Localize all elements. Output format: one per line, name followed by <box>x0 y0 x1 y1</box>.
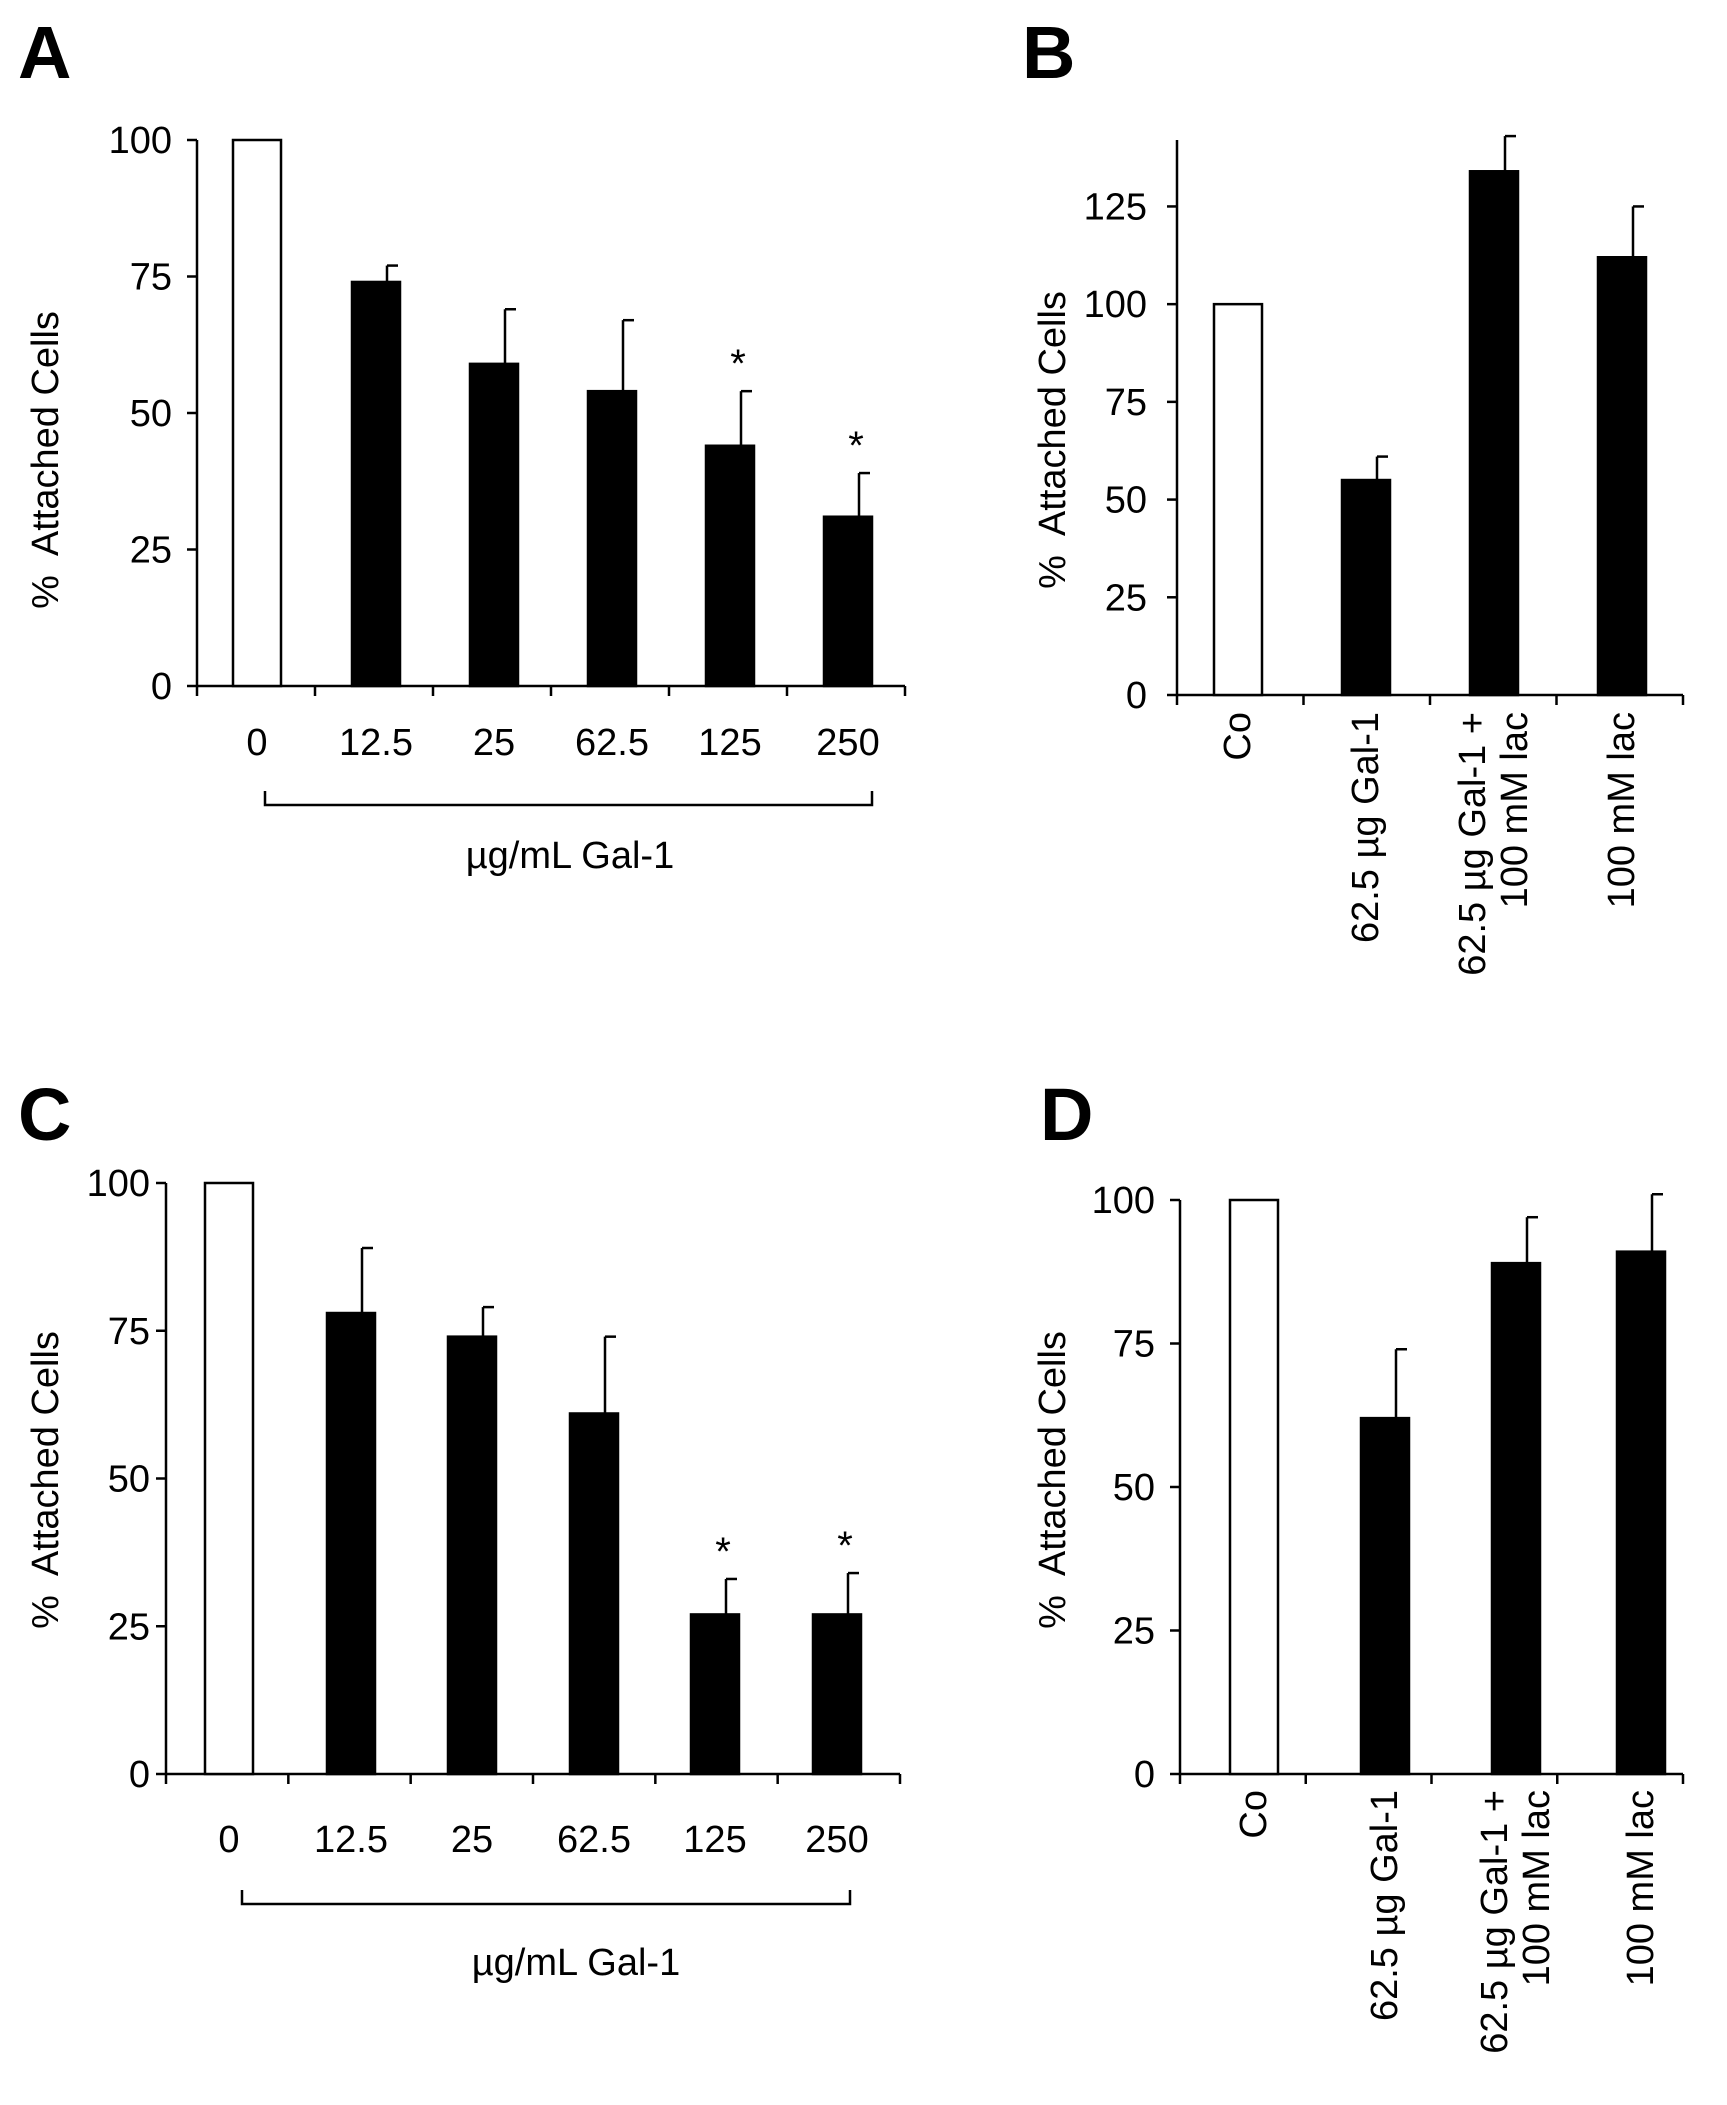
bar <box>1359 1416 1411 1776</box>
bar <box>446 1335 498 1776</box>
x-tick-label: 250 <box>805 1819 868 1861</box>
x-tick-label-line: Co <box>1233 1790 1275 1839</box>
significance-marker: * <box>837 1524 853 1568</box>
panel-letter: C <box>18 1073 71 1156</box>
bar <box>568 1412 620 1776</box>
y-tick-label: 50 <box>1105 480 1147 522</box>
bar <box>468 362 520 688</box>
bar <box>811 1613 863 1776</box>
bar <box>1228 1198 1280 1776</box>
x-tick-label: Co <box>1217 712 1259 761</box>
panel-letter: D <box>1040 1073 1093 1156</box>
panel-letter: B <box>1022 11 1075 94</box>
x-tick-label: 25 <box>451 1819 493 1861</box>
y-tick-label: 75 <box>108 1311 150 1353</box>
y-tick-label: 0 <box>1134 1754 1155 1796</box>
bar <box>822 515 874 688</box>
panel-a: A 0 25 50 75 100 * * 0 12.5 25 62.5 125 250 µg/mL Gal-… <box>18 11 907 877</box>
bar <box>1615 1250 1667 1776</box>
y-tick-label: 25 <box>1105 577 1147 619</box>
y-axis-title: % Attached Cells <box>1032 1331 1074 1629</box>
x-tick-label-line: 100 mM lac <box>1601 712 1643 908</box>
y-tick-label: 50 <box>1113 1467 1155 1509</box>
x-tick-label: 62.5 µg Gal-1 +100 mM lac <box>1474 1790 1558 2054</box>
x-tick-label: 62.5 <box>575 722 649 764</box>
y-tick-label: 125 <box>1084 186 1147 228</box>
x-tick-label: 62.5 µg Gal-1 <box>1364 1790 1406 2021</box>
x-tick-label: 12.5 <box>314 1819 388 1861</box>
category-bracket <box>263 791 874 807</box>
x-tick-label-line: 100 mM lac <box>1494 712 1536 908</box>
x-axis-title: µg/mL Gal-1 <box>466 835 674 877</box>
panel-d: D 0 25 50 75 100 Co 62.5 µg Gal-1 62.5 µg Gal-1 … <box>1032 1073 1685 2054</box>
y-tick-label: 50 <box>108 1459 150 1501</box>
y-axis-title: % Attached Cells <box>1032 291 1074 589</box>
x-tick-label: 25 <box>473 722 515 764</box>
bar <box>1212 302 1264 697</box>
bar <box>231 138 283 688</box>
y-axis-title: % Attached Cells <box>25 311 67 609</box>
y-tick-label: 50 <box>130 393 172 435</box>
x-tick-label-line: 62.5 µg Gal-1 <box>1345 712 1387 943</box>
x-tick-label-line: 62.5 µg Gal-1 + <box>1474 1790 1516 2054</box>
bar <box>586 389 638 688</box>
x-tick-label: Co <box>1233 1790 1275 1839</box>
significance-marker: * <box>730 342 746 386</box>
bar <box>1340 478 1392 697</box>
x-tick-label-line: 62.5 µg Gal-1 <box>1364 1790 1406 2021</box>
y-axis-title: % Attached Cells <box>25 1331 67 1629</box>
panel-letter: A <box>18 11 71 94</box>
y-tick-label: 0 <box>151 666 172 708</box>
y-tick-label: 100 <box>87 1163 150 1205</box>
y-tick-label: 0 <box>129 1754 150 1796</box>
bar <box>1468 170 1520 697</box>
y-tick-label: 100 <box>109 120 172 162</box>
x-tick-label: 100 mM lac <box>1601 712 1643 908</box>
x-tick-label-line: 100 mM lac <box>1516 1790 1558 1986</box>
panel-c: C 0 25 50 75 100 * * 0 12.5 25 62.5 125 250 µg/mL Gal-… <box>18 1073 902 1984</box>
y-tick-label: 0 <box>1126 675 1147 717</box>
x-tick-label: 62.5 µg Gal-1 +100 mM lac <box>1452 712 1536 976</box>
x-tick-label: 62.5 <box>557 1819 631 1861</box>
x-tick-label: 62.5 µg Gal-1 <box>1345 712 1387 943</box>
bar <box>704 444 756 688</box>
bar <box>689 1613 741 1776</box>
x-tick-label-line: 100 mM lac <box>1620 1790 1662 1986</box>
x-tick-label-line: 62.5 µg Gal-1 + <box>1452 712 1494 976</box>
y-tick-label: 25 <box>1113 1611 1155 1653</box>
x-tick-label: 250 <box>816 722 879 764</box>
x-tick-label: 100 mM lac <box>1620 1790 1662 1986</box>
x-tick-label: 12.5 <box>339 722 413 764</box>
y-tick-label: 100 <box>1084 284 1147 326</box>
bar <box>325 1311 377 1776</box>
panel-b: B 0 25 50 75 100 125 Co 62.5 µg Gal-1 62.5 µg Gal… <box>1022 11 1685 976</box>
x-axis-title: µg/mL Gal-1 <box>472 1942 680 1984</box>
x-tick-label: 125 <box>698 722 761 764</box>
bar <box>1596 256 1648 697</box>
category-bracket <box>240 1890 852 1906</box>
x-tick-label-line: Co <box>1217 712 1259 761</box>
significance-marker: * <box>848 424 864 468</box>
significance-marker: * <box>715 1530 731 1574</box>
bar <box>350 280 402 688</box>
x-tick-label: 0 <box>246 722 267 764</box>
y-tick-label: 25 <box>108 1606 150 1648</box>
bar <box>203 1181 255 1776</box>
y-tick-label: 25 <box>130 530 172 572</box>
bar <box>1490 1261 1542 1776</box>
x-tick-label: 125 <box>683 1819 746 1861</box>
y-tick-label: 75 <box>1113 1324 1155 1366</box>
y-tick-label: 75 <box>1105 382 1147 424</box>
y-tick-label: 75 <box>130 257 172 299</box>
x-tick-label: 0 <box>218 1819 239 1861</box>
y-tick-label: 100 <box>1092 1180 1155 1222</box>
